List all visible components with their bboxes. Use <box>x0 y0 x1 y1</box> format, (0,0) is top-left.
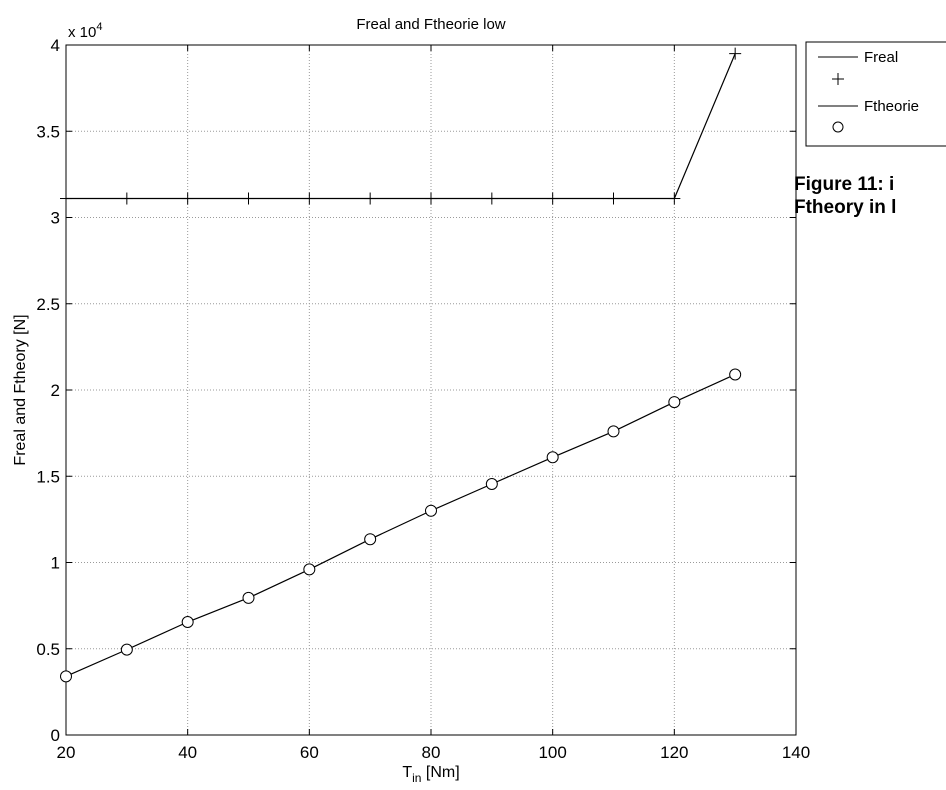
y-tick-label: 2 <box>51 381 60 400</box>
x-axis-label-main: T <box>402 764 412 781</box>
legend-label-ftheorie: Ftheorie <box>864 98 919 115</box>
y-tick-label: 1.5 <box>36 467 60 486</box>
data-point-plus <box>181 192 194 205</box>
data-point-circle <box>303 563 316 576</box>
data-point-circle <box>120 643 133 656</box>
x-tick-label: 20 <box>57 743 76 762</box>
caption-line-2: Ftheory in l <box>794 197 897 218</box>
caption-line-1: Figure 11: i <box>794 174 895 195</box>
data-point-circle <box>60 670 72 683</box>
data-point-circle <box>425 504 437 517</box>
x-tick-label: 140 <box>782 743 810 762</box>
series-line-ftheorie <box>65 373 736 677</box>
data-point-circle <box>181 616 194 629</box>
data-point-plus <box>607 192 620 205</box>
series-line-freal <box>66 53 736 200</box>
y-tick-label: 0 <box>51 726 60 745</box>
grid <box>66 45 796 735</box>
data-point-circle <box>729 368 742 381</box>
y-axis-label: Freal and Ftheory [N] <box>12 314 29 465</box>
ticks: 20 40 60 80 100 120 140 0 0.5 1 1.5 2 2.5 3 3.5 4 <box>36 36 810 762</box>
data-point-plus <box>60 192 72 205</box>
data-point-plus <box>485 192 498 205</box>
data-point-plus <box>242 192 255 205</box>
data-point-circle <box>485 478 498 491</box>
legend-marker-circle <box>832 121 844 133</box>
legend-box <box>805 41 946 147</box>
data-point-circle <box>242 591 255 604</box>
y-tick-label: 0.5 <box>36 640 60 659</box>
data-point-circle <box>364 533 377 546</box>
legend-label-freal: Freal <box>864 49 898 66</box>
y-tick-label: 2.5 <box>36 295 60 314</box>
y-multiplier-base: x 10 <box>68 24 96 41</box>
data-point-plus <box>120 192 133 205</box>
data-point-plus <box>546 192 559 205</box>
x-axis-label: Tin [Nm] <box>402 764 459 785</box>
y-tick-label: 3.5 <box>36 122 60 141</box>
y-multiplier-exp: 4 <box>96 21 102 33</box>
data-point-plus <box>425 192 437 205</box>
data-point-circle <box>546 451 559 464</box>
x-tick-label: 120 <box>660 743 688 762</box>
x-tick-label: 100 <box>538 743 566 762</box>
series-layer <box>60 47 742 683</box>
data-point-plus <box>668 192 681 205</box>
data-point-plus <box>364 192 377 205</box>
legend-marker-plus <box>832 73 844 85</box>
data-point-plus <box>303 192 316 205</box>
y-tick-label: 1 <box>51 554 60 573</box>
x-tick-label: 60 <box>300 743 319 762</box>
data-point-plus <box>729 47 742 60</box>
data-point-circle <box>668 396 681 409</box>
chart-title: Freal and Ftheorie low <box>356 16 505 33</box>
x-axis-label-sub: in <box>412 771 421 785</box>
x-tick-label: 40 <box>178 743 197 762</box>
x-tick-label: 80 <box>422 743 441 762</box>
legend: Freal Ftheorie <box>805 41 946 147</box>
x-axis-label-unit: [Nm] <box>421 764 459 781</box>
data-point-circle <box>607 425 620 438</box>
y-tick-label: 4 <box>51 36 60 55</box>
y-tick-label: 3 <box>51 209 60 228</box>
y-multiplier: x 104 <box>68 21 102 41</box>
figure-caption: Figure 11: i Ftheory in l <box>794 173 896 219</box>
